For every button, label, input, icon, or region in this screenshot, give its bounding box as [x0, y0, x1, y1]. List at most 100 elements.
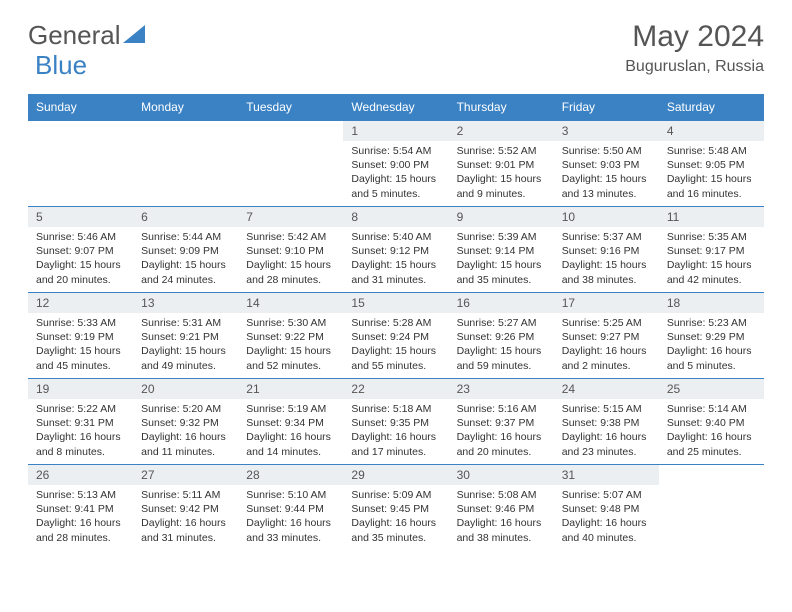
sunrise-text: Sunrise: 5:30 AM — [246, 316, 335, 330]
daylight-text: Daylight: 16 hours and 38 minutes. — [457, 516, 546, 544]
weekday-header: Saturday — [659, 94, 764, 121]
weekday-header: Thursday — [449, 94, 554, 121]
sunset-text: Sunset: 9:35 PM — [351, 416, 440, 430]
sunset-text: Sunset: 9:21 PM — [141, 330, 230, 344]
calendar-day-cell: 18Sunrise: 5:23 AMSunset: 9:29 PMDayligh… — [659, 293, 764, 379]
sunset-text: Sunset: 9:41 PM — [36, 502, 125, 516]
daylight-text: Daylight: 15 hours and 52 minutes. — [246, 344, 335, 372]
sunrise-text: Sunrise: 5:52 AM — [457, 144, 546, 158]
calendar-day-cell: 3Sunrise: 5:50 AMSunset: 9:03 PMDaylight… — [554, 121, 659, 207]
logo: General — [28, 20, 147, 51]
calendar-day-cell: 13 Sunrise: 5:31 AMSunset: 9:21 PMDayligh… — [133, 293, 238, 379]
calendar-head: SundayMondayTuesdayWednesdayThursdayFrid… — [28, 94, 764, 121]
calendar-day-cell: 14Sunrise: 5:30 AMSunset: 9:22 PMDayligh… — [238, 293, 343, 379]
daylight-text: Daylight: 15 hours and 59 minutes. — [457, 344, 546, 372]
sunrise-text: Sunrise: 5:44 AM — [141, 230, 230, 244]
day-body: Sunrise: 5:50 AMSunset: 9:03 PMDaylight:… — [554, 141, 659, 204]
weekday-header: Monday — [133, 94, 238, 121]
sunset-text: Sunset: 9:14 PM — [457, 244, 546, 258]
calendar-day-cell: 12Sunrise: 5:33 AMSunset: 9:19 PMDayligh… — [28, 293, 133, 379]
day-number: 18 — [659, 293, 764, 313]
calendar-day-cell: 6Sunrise: 5:44 AMSunset: 9:09 PMDaylight… — [133, 207, 238, 293]
sunset-text: Sunset: 9:42 PM — [141, 502, 230, 516]
sunrise-text: Sunrise: 5:09 AM — [351, 488, 440, 502]
sunrise-text: Sunrise: 5:08 AM — [457, 488, 546, 502]
day-body: Sunrise: 5:14 AMSunset: 9:40 PMDaylight:… — [659, 399, 764, 462]
sunset-text: Sunset: 9:31 PM — [36, 416, 125, 430]
day-body: Sunrise: 5:28 AMSunset: 9:24 PMDaylight:… — [343, 313, 448, 376]
sunset-text: Sunset: 9:46 PM — [457, 502, 546, 516]
daylight-text: Daylight: 15 hours and 35 minutes. — [457, 258, 546, 286]
logo-triangle-icon — [123, 25, 145, 46]
calendar-day-cell: 25Sunrise: 5:14 AMSunset: 9:40 PMDayligh… — [659, 379, 764, 465]
day-number: 7 — [238, 207, 343, 227]
daylight-text: Daylight: 16 hours and 8 minutes. — [36, 430, 125, 458]
day-body: Sunrise: 5:40 AMSunset: 9:12 PMDaylight:… — [343, 227, 448, 290]
day-body: Sunrise: 5:09 AMSunset: 9:45 PMDaylight:… — [343, 485, 448, 548]
daylight-text: Daylight: 15 hours and 42 minutes. — [667, 258, 756, 286]
day-number: 22 — [343, 379, 448, 399]
sunrise-text: Sunrise: 5:28 AM — [351, 316, 440, 330]
sunset-text: Sunset: 9:27 PM — [562, 330, 651, 344]
calendar-day-cell: 22Sunrise: 5:18 AMSunset: 9:35 PMDayligh… — [343, 379, 448, 465]
sunrise-text: Sunrise: 5:33 AM — [36, 316, 125, 330]
sunset-text: Sunset: 9:26 PM — [457, 330, 546, 344]
daylight-text: Daylight: 16 hours and 31 minutes. — [141, 516, 230, 544]
day-body: Sunrise: 5:27 AMSunset: 9:26 PMDaylight:… — [449, 313, 554, 376]
daylight-text: Daylight: 15 hours and 28 minutes. — [246, 258, 335, 286]
sunrise-text: Sunrise: 5:25 AM — [562, 316, 651, 330]
day-number: 14 — [238, 293, 343, 313]
weekday-header: Wednesday — [343, 94, 448, 121]
daylight-text: Daylight: 15 hours and 49 minutes. — [141, 344, 230, 372]
daylight-text: Daylight: 15 hours and 16 minutes. — [667, 172, 756, 200]
day-number: 11 — [659, 207, 764, 227]
sunrise-text: Sunrise: 5:07 AM — [562, 488, 651, 502]
calendar-day-cell: 16Sunrise: 5:27 AMSunset: 9:26 PMDayligh… — [449, 293, 554, 379]
daylight-text: Daylight: 16 hours and 20 minutes. — [457, 430, 546, 458]
daylight-text: Daylight: 15 hours and 38 minutes. — [562, 258, 651, 286]
day-body: Sunrise: 5:30 AMSunset: 9:22 PMDaylight:… — [238, 313, 343, 376]
sunset-text: Sunset: 9:17 PM — [667, 244, 756, 258]
calendar-day-cell: 23Sunrise: 5:16 AMSunset: 9:37 PMDayligh… — [449, 379, 554, 465]
calendar-week-row: 26Sunrise: 5:13 AMSunset: 9:41 PMDayligh… — [28, 465, 764, 551]
sunset-text: Sunset: 9:00 PM — [351, 158, 440, 172]
calendar-day-cell: 17Sunrise: 5:25 AMSunset: 9:27 PMDayligh… — [554, 293, 659, 379]
calendar-day-cell: 1Sunrise: 5:54 AMSunset: 9:00 PMDaylight… — [343, 121, 448, 207]
sunrise-text: Sunrise: 5:31 AM — [141, 316, 230, 330]
logo-text-2: Blue — [35, 50, 87, 81]
calendar-day-cell: 2Sunrise: 5:52 AMSunset: 9:01 PMDaylight… — [449, 121, 554, 207]
day-body: Sunrise: 5:13 AMSunset: 9:41 PMDaylight:… — [28, 485, 133, 548]
day-body: Sunrise: 5:48 AMSunset: 9:05 PMDaylight:… — [659, 141, 764, 204]
day-number: 28 — [238, 465, 343, 485]
sunrise-text: Sunrise: 5:23 AM — [667, 316, 756, 330]
daylight-text: Daylight: 16 hours and 14 minutes. — [246, 430, 335, 458]
day-number: 25 — [659, 379, 764, 399]
sunrise-text: Sunrise: 5:22 AM — [36, 402, 125, 416]
calendar-day-cell: . — [659, 465, 764, 551]
sunset-text: Sunset: 9:44 PM — [246, 502, 335, 516]
title-block: May 2024 Buguruslan, Russia — [625, 20, 764, 76]
day-number: 12 — [28, 293, 133, 313]
day-body: Sunrise: 5:10 AMSunset: 9:44 PMDaylight:… — [238, 485, 343, 548]
daylight-text: Daylight: 16 hours and 5 minutes. — [667, 344, 756, 372]
daylight-text: Daylight: 15 hours and 13 minutes. — [562, 172, 651, 200]
sunrise-text: Sunrise: 5:14 AM — [667, 402, 756, 416]
day-body: Sunrise: 5:18 AMSunset: 9:35 PMDaylight:… — [343, 399, 448, 462]
day-number: 13 — [133, 293, 238, 313]
day-number: 24 — [554, 379, 659, 399]
calendar-day-cell: 24Sunrise: 5:15 AMSunset: 9:38 PMDayligh… — [554, 379, 659, 465]
daylight-text: Daylight: 16 hours and 33 minutes. — [246, 516, 335, 544]
calendar-day-cell: . — [238, 121, 343, 207]
calendar-day-cell: 15Sunrise: 5:28 AMSunset: 9:24 PMDayligh… — [343, 293, 448, 379]
weekday-header: Friday — [554, 94, 659, 121]
day-body: Sunrise: 5:22 AMSunset: 9:31 PMDaylight:… — [28, 399, 133, 462]
daylight-text: Daylight: 16 hours and 11 minutes. — [141, 430, 230, 458]
daylight-text: Daylight: 15 hours and 45 minutes. — [36, 344, 125, 372]
calendar-day-cell: 8Sunrise: 5:40 AMSunset: 9:12 PMDaylight… — [343, 207, 448, 293]
calendar-week-row: 5Sunrise: 5:46 AMSunset: 9:07 PMDaylight… — [28, 207, 764, 293]
sunrise-text: Sunrise: 5:11 AM — [141, 488, 230, 502]
daylight-text: Daylight: 15 hours and 55 minutes. — [351, 344, 440, 372]
day-body: Sunrise: 5:37 AMSunset: 9:16 PMDaylight:… — [554, 227, 659, 290]
sunrise-text: Sunrise: 5:54 AM — [351, 144, 440, 158]
day-number: 1 — [343, 121, 448, 141]
